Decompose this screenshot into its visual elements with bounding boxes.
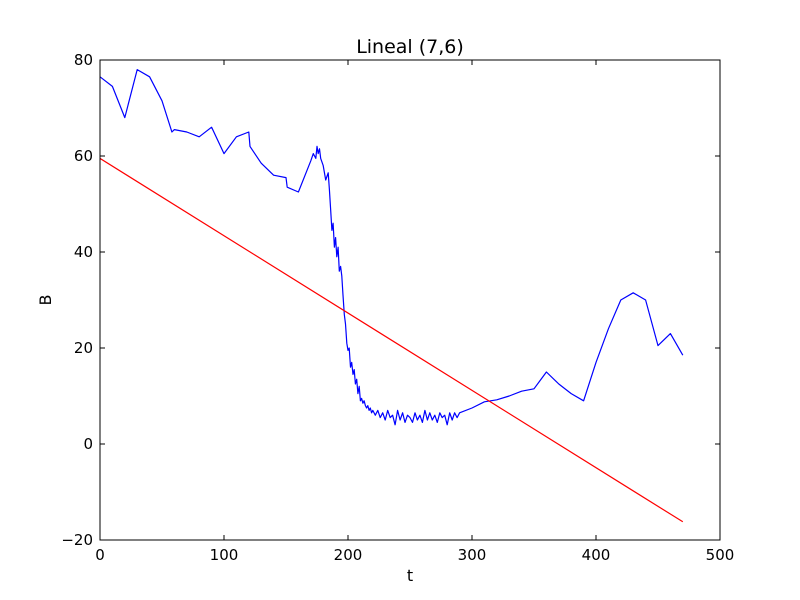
y-axis-label: B xyxy=(36,295,55,306)
x-tick-label: 200 xyxy=(334,546,363,564)
y-tick-label: 0 xyxy=(83,435,93,453)
y-tick-label: 20 xyxy=(74,339,93,357)
y-tick-label: 60 xyxy=(74,147,93,165)
chart-title: Lineal (7,6) xyxy=(356,36,464,58)
x-tick-label: 400 xyxy=(582,546,611,564)
series-line-blue xyxy=(100,68,684,426)
labels-layer: Lineal (7,6) t B xyxy=(36,36,464,585)
x-axis-label: t xyxy=(407,566,413,585)
x-tick-label: 0 xyxy=(95,546,105,564)
y-tick-label: 40 xyxy=(74,243,93,261)
x-tick-label: 100 xyxy=(210,546,239,564)
series-layer xyxy=(100,68,684,523)
y-tick-label: −20 xyxy=(61,531,93,549)
x-tick-label: 500 xyxy=(706,546,735,564)
y-tick-label: 80 xyxy=(74,51,93,69)
axes-frame xyxy=(99,59,721,541)
series-line-red xyxy=(100,157,684,523)
x-tick-label: 300 xyxy=(458,546,487,564)
plot-area xyxy=(100,68,684,523)
